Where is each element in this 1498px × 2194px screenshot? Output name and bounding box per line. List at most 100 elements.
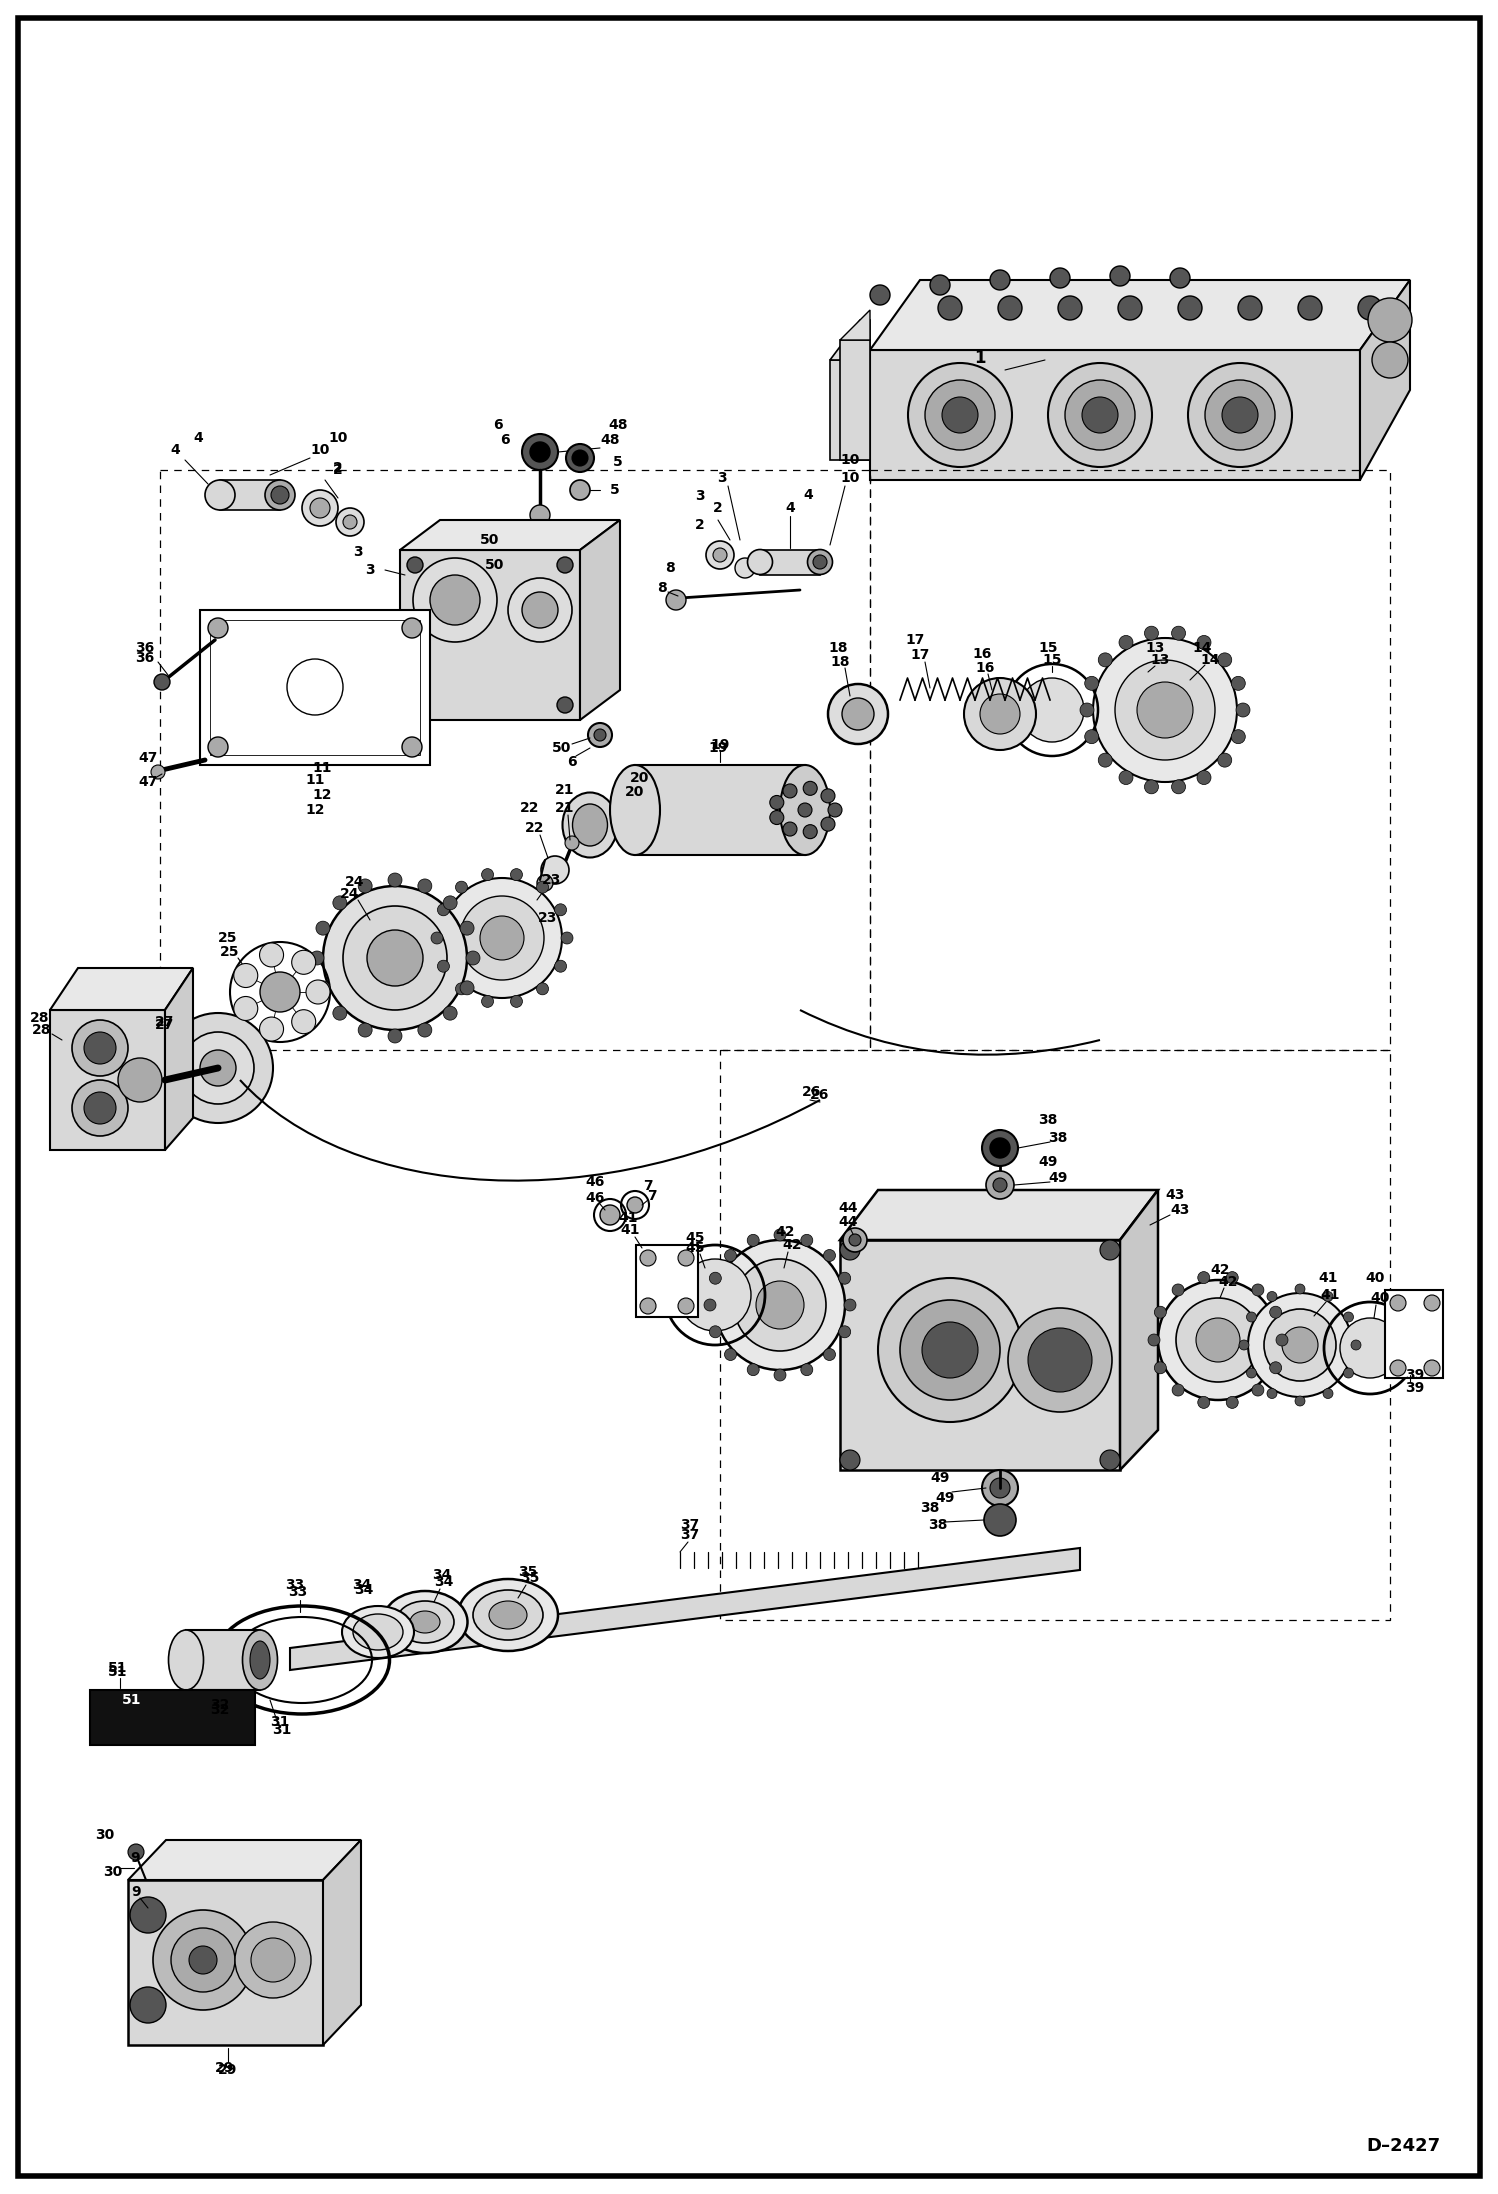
Circle shape: [1267, 1389, 1276, 1398]
Circle shape: [481, 996, 493, 1007]
Text: 41: 41: [619, 1211, 638, 1224]
Polygon shape: [49, 1009, 165, 1150]
Ellipse shape: [610, 766, 661, 856]
Text: 32: 32: [210, 1698, 229, 1711]
Circle shape: [595, 728, 607, 742]
Circle shape: [571, 480, 590, 500]
Text: 4: 4: [785, 500, 795, 516]
Ellipse shape: [250, 1641, 270, 1678]
Text: D–2427: D–2427: [1366, 2137, 1440, 2155]
Text: 48: 48: [601, 432, 620, 448]
Circle shape: [154, 674, 169, 689]
Circle shape: [679, 1259, 750, 1332]
Circle shape: [870, 285, 890, 305]
Text: 10: 10: [840, 452, 860, 467]
Text: 51: 51: [123, 1694, 141, 1707]
Ellipse shape: [168, 1630, 204, 1689]
Text: 9: 9: [130, 1852, 139, 1865]
Circle shape: [1237, 296, 1261, 320]
Circle shape: [407, 698, 422, 713]
Circle shape: [235, 1922, 312, 1999]
Ellipse shape: [783, 823, 797, 836]
Circle shape: [706, 542, 734, 568]
Circle shape: [1222, 397, 1258, 432]
Polygon shape: [870, 281, 1410, 351]
Circle shape: [1218, 654, 1231, 667]
Circle shape: [536, 875, 553, 891]
Circle shape: [1231, 731, 1245, 744]
Circle shape: [554, 961, 566, 972]
Circle shape: [1115, 660, 1215, 759]
Circle shape: [460, 895, 544, 981]
Circle shape: [466, 950, 479, 965]
Circle shape: [1267, 1292, 1276, 1301]
Ellipse shape: [265, 480, 295, 509]
Circle shape: [306, 981, 330, 1005]
Circle shape: [401, 737, 422, 757]
Polygon shape: [1360, 281, 1410, 480]
Polygon shape: [1121, 1189, 1158, 1470]
Circle shape: [1264, 1310, 1336, 1380]
Circle shape: [560, 932, 574, 943]
Circle shape: [842, 698, 873, 731]
Circle shape: [756, 1281, 804, 1330]
Text: 3: 3: [718, 472, 727, 485]
Text: 21: 21: [556, 801, 575, 814]
Circle shape: [201, 1051, 237, 1086]
Text: 50: 50: [553, 742, 572, 755]
Polygon shape: [759, 551, 819, 575]
Circle shape: [1155, 1305, 1167, 1319]
Circle shape: [407, 557, 422, 573]
Circle shape: [824, 1251, 836, 1262]
Text: 30: 30: [103, 1865, 123, 1878]
Ellipse shape: [563, 792, 617, 858]
Ellipse shape: [770, 796, 783, 810]
Circle shape: [1351, 1341, 1362, 1349]
Text: 38: 38: [929, 1518, 948, 1531]
Text: 27: 27: [156, 1016, 175, 1029]
Circle shape: [388, 1029, 401, 1042]
Text: 11: 11: [312, 761, 331, 774]
Ellipse shape: [803, 825, 818, 838]
Text: 51: 51: [108, 1665, 127, 1678]
Circle shape: [508, 577, 572, 643]
Text: 10: 10: [840, 472, 860, 485]
Text: 41: 41: [1320, 1288, 1339, 1301]
Circle shape: [460, 981, 473, 994]
Text: 47: 47: [138, 750, 157, 766]
Circle shape: [1094, 638, 1237, 781]
Text: 26: 26: [810, 1088, 830, 1101]
Circle shape: [388, 873, 401, 886]
Circle shape: [532, 522, 548, 538]
Ellipse shape: [458, 1580, 557, 1652]
Polygon shape: [400, 520, 620, 551]
Circle shape: [1020, 678, 1085, 742]
Circle shape: [151, 766, 165, 779]
Polygon shape: [870, 351, 1360, 480]
Circle shape: [1171, 1384, 1183, 1395]
Text: 2: 2: [333, 463, 343, 476]
Circle shape: [1368, 298, 1413, 342]
Circle shape: [72, 1020, 127, 1075]
Circle shape: [801, 1365, 813, 1376]
Circle shape: [930, 274, 950, 294]
Text: 42: 42: [1210, 1264, 1230, 1277]
Text: 34: 34: [434, 1575, 454, 1588]
Circle shape: [839, 1273, 851, 1283]
Text: 2: 2: [713, 500, 724, 516]
Text: 7: 7: [647, 1189, 656, 1202]
Text: 1: 1: [974, 349, 986, 366]
Circle shape: [1252, 1384, 1264, 1395]
Circle shape: [1294, 1283, 1305, 1294]
Circle shape: [1176, 1299, 1260, 1382]
Circle shape: [1344, 1312, 1354, 1323]
Circle shape: [1085, 731, 1098, 744]
Circle shape: [828, 685, 888, 744]
Circle shape: [181, 1031, 255, 1104]
Circle shape: [208, 619, 228, 638]
Circle shape: [1170, 268, 1189, 287]
Text: 14: 14: [1200, 654, 1219, 667]
Text: 15: 15: [1038, 641, 1058, 656]
Circle shape: [628, 1198, 643, 1213]
Ellipse shape: [798, 803, 812, 816]
